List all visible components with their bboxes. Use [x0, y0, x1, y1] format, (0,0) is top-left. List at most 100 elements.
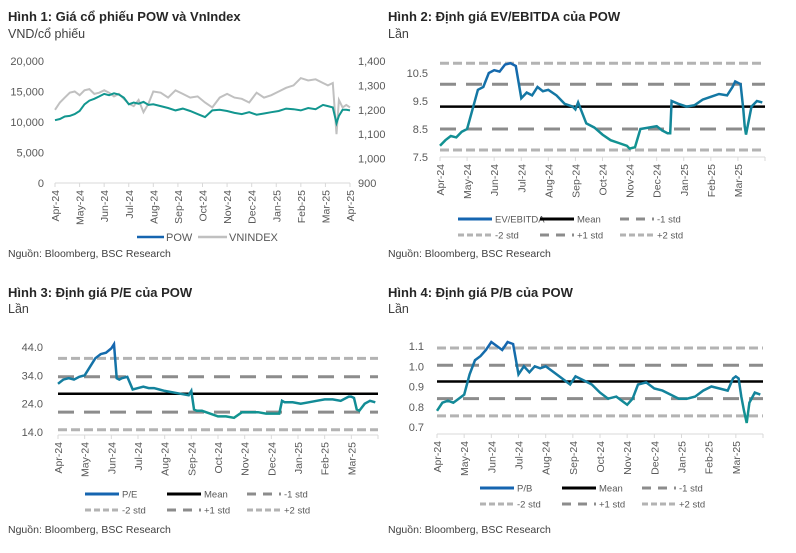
fig1-x-tick-label: Jun-24	[99, 190, 111, 222]
fig4-x-tick-label: Mar-25	[731, 441, 743, 474]
fig1-x-tick-label: Feb-25	[296, 190, 308, 223]
fig1-y-left-tick-label: 5,000	[16, 148, 44, 160]
fig3-y-tick-label: 34.0	[22, 370, 43, 382]
fig1-chart: 0 5,000 10,000 15,000 20,000 900 1,000 1,100 1,2…	[10, 56, 386, 244]
fig3-x-tick-label: Nov-24	[240, 442, 252, 476]
fig2-subtitle: Lần	[388, 27, 409, 41]
fig4-x-tick-label: Oct-24	[595, 441, 607, 473]
fig4-x-tick-label: Jun-24	[486, 441, 498, 473]
fig3-y-tick-label: 44.0	[22, 342, 43, 354]
fig1-x-tick-label: Oct-24	[198, 190, 210, 222]
fig3-x-tick-label: Dec-24	[266, 442, 278, 476]
fig3-title: Hình 3: Định giá P/E của POW	[8, 285, 193, 300]
fig1-y-right-tick-label: 1,200	[358, 105, 386, 117]
fig3-x-tick-label: Apr-24	[53, 442, 65, 474]
fig1-series-vnindex	[54, 76, 351, 135]
fig2-x-tick-label: Jan-25	[679, 164, 691, 196]
fig1-x-tick-label: Dec-24	[247, 190, 259, 224]
fig1-y-left-tick-label: 10,000	[10, 117, 44, 129]
fig2-legend-label: +2 std	[657, 231, 683, 242]
fig1-subtitle: VND/cổ phiếu	[8, 27, 86, 41]
fig4-x-tick-label: Aug-24	[541, 441, 553, 475]
fig1-y-right-tick-label: 1,400	[358, 56, 386, 68]
fig1-x-tick-label: Mar-25	[320, 190, 332, 223]
fig3-x-tick-label: Mar-25	[346, 442, 358, 475]
fig3-x-tick-label: Jan-25	[293, 442, 305, 474]
fig4-title: Hình 4: Định giá P/B của POW	[388, 285, 573, 300]
fig2-x-tick-label: Aug-24	[543, 164, 555, 198]
fig1-x-tick-label: Nov-24	[222, 190, 234, 224]
fig3-x-tick-label: Aug-24	[160, 442, 172, 476]
fig1-y-right-tick-label: 1,100	[358, 129, 386, 141]
fig4-x-tick-label: Nov-24	[622, 441, 634, 475]
fig3-legend-label: +2 std	[284, 506, 310, 517]
fig1-x-tick-label: Jul-24	[124, 190, 136, 219]
fig3-legend-label: Mean	[204, 490, 228, 501]
fig2-x-tick-label: Oct-24	[598, 164, 610, 196]
fig1-legend-label-vnindex: VNINDEX	[229, 232, 279, 244]
fig4-legend-label: -1 std	[679, 484, 703, 495]
fig1-y-right-tick-label: 900	[358, 178, 376, 190]
fig1-y-left-tick-label: 20,000	[10, 56, 44, 68]
fig1-x-tick-label: Sep-24	[173, 190, 185, 224]
fig1-source: Nguồn: Bloomberg, BSC Research	[8, 248, 171, 260]
fig3-legend-label: P/E	[122, 490, 137, 501]
fig2-source: Nguồn: Bloomberg, BSC Research	[388, 248, 551, 260]
fig4-legend-label: +2 std	[679, 500, 705, 511]
fig3-y-tick-label: 14.0	[22, 427, 43, 439]
fig4-x-tick-label: Sep-24	[568, 441, 580, 475]
fig1-y-left-tick-label: 15,000	[10, 87, 44, 99]
fig1-y-right-tick-label: 1,300	[358, 80, 386, 92]
fig2-x-tick-label: Jun-24	[489, 164, 501, 196]
fig3-source: Nguồn: Bloomberg, BSC Research	[8, 524, 171, 536]
fig2-y-tick-label: 8.5	[413, 124, 428, 136]
fig4-x-tick-label: Jan-25	[677, 441, 689, 473]
fig2-y-tick-label: 7.5	[413, 152, 428, 164]
fig1-legend-label-pow: POW	[166, 232, 193, 244]
fig2-y-tick-label: 10.5	[407, 68, 428, 80]
fig3-legend-label: -2 std	[122, 506, 146, 517]
fig2-legend-label: +1 std	[577, 231, 603, 242]
fig2-x-tick-label: Dec-24	[652, 164, 664, 198]
fig4-x-tick-label: Apr-24	[432, 441, 444, 473]
fig4-y-tick-label: 0.7	[409, 422, 424, 434]
fig3-chart: 14.0 24.0 34.0 44.0 Apr-24 May-24 Jun-24 Jul-24…	[22, 340, 379, 517]
fig1-y-right-tick-label: 1,000	[358, 154, 386, 166]
fig3-legend-label: +1 std	[204, 506, 230, 517]
fig4-legend-label: P/B	[517, 484, 532, 495]
fig4-chart: 0.7 0.8 0.9 1.0 1.1 Apr-24 May-24 Jun-24 Jul-24 A…	[409, 340, 764, 511]
fig3-x-tick-label: Jun-24	[106, 442, 118, 474]
fig3-legend-label: -1 std	[284, 490, 308, 501]
fig1-title: Hình 1: Giá cổ phiếu POW và VnIndex	[8, 9, 241, 24]
fig2-x-tick-label: Apr-24	[435, 164, 447, 196]
fig4-y-tick-label: 1.0	[409, 361, 424, 373]
fig4-y-tick-label: 0.8	[409, 402, 424, 414]
fig4-series-pb	[435, 340, 761, 424]
fig1-x-tick-label: Apr-25	[345, 190, 357, 222]
fig1-x-tick-label: Apr-24	[50, 190, 62, 222]
fig4-y-tick-label: 1.1	[409, 341, 424, 353]
fig2-y-tick-label: 9.5	[413, 96, 428, 108]
fig2-title: Hình 2: Định giá EV/EBITDA của POW	[388, 9, 621, 24]
fig3-x-tick-label: Sep-24	[186, 442, 198, 476]
fig3-x-tick-label: Jul-24	[133, 442, 145, 471]
fig3-x-tick-label: Oct-24	[213, 442, 225, 474]
fig2-x-tick-label: May-24	[462, 164, 474, 199]
fig4-x-tick-label: May-24	[459, 441, 471, 476]
fig2-legend-label: -2 std	[495, 231, 519, 242]
fig1-x-tick-label: Aug-24	[148, 190, 160, 224]
fig2-legend-label: Mean	[577, 215, 601, 226]
fig1-x-tick-label: Jan-25	[271, 190, 283, 222]
fig3-x-tick-label: Feb-25	[320, 442, 332, 475]
fig2-chart: 7.5 8.5 9.5 10.5 Apr-24 May-24 Jun-24 Jul-24 Aug…	[407, 61, 766, 242]
fig4-x-tick-label: Jul-24	[514, 441, 526, 470]
fig4-x-tick-label: Dec-24	[649, 441, 661, 475]
fig2-x-tick-label: Sep-24	[570, 164, 582, 198]
fig4-x-tick-label: Feb-25	[704, 441, 716, 474]
fig4-legend-label: +1 std	[599, 500, 625, 511]
fig4-source: Nguồn: Bloomberg, BSC Research	[388, 524, 551, 536]
fig2-x-tick-label: Nov-24	[625, 164, 637, 198]
fig2-x-tick-label: Jul-24	[516, 164, 528, 193]
fig2-legend-label: EV/EBITDA	[495, 215, 545, 226]
fig4-legend-label: Mean	[599, 484, 623, 495]
